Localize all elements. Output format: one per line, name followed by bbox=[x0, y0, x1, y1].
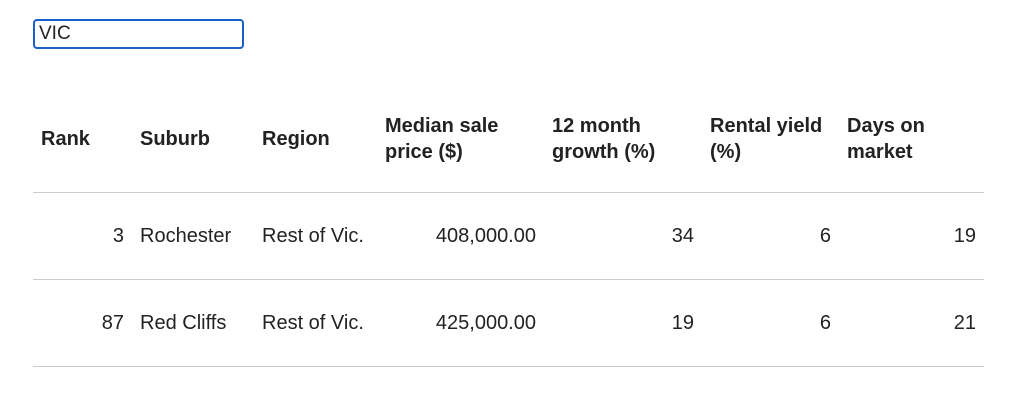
table-cell: 408,000.00 bbox=[377, 192, 544, 280]
column-header: Rank bbox=[33, 85, 132, 193]
table-cell: 6 bbox=[702, 279, 839, 367]
table-cell: 425,000.00 bbox=[377, 279, 544, 367]
table-cell: 87 bbox=[33, 279, 132, 367]
column-header: 12 month growth (%) bbox=[544, 85, 702, 193]
table-cell: 3 bbox=[33, 192, 132, 280]
table-cell: Rest of Vic. bbox=[254, 192, 377, 280]
header-row: Rank Suburb Region Median sale price ($) 12 … bbox=[33, 85, 984, 193]
column-header: Median sale price ($) bbox=[377, 85, 544, 193]
table-cell: 34 bbox=[544, 192, 702, 280]
table-body: 3 Rochester Rest of Vic. 408,000.00 34 6 19 87 R… bbox=[33, 192, 984, 367]
table-row: 3 Rochester Rest of Vic. 408,000.00 34 6 19 bbox=[33, 192, 984, 280]
table-cell: 21 bbox=[839, 279, 984, 367]
table-cell: 19 bbox=[544, 279, 702, 367]
column-header: Region bbox=[254, 85, 377, 193]
table-row: 87 Red Cliffs Rest of Vic. 425,000.00 19 6 21 bbox=[33, 279, 984, 367]
column-header: Suburb bbox=[132, 85, 254, 193]
table-cell: 6 bbox=[702, 192, 839, 280]
column-header: Rental yield (%) bbox=[702, 85, 839, 193]
column-header: Days on market bbox=[839, 85, 984, 193]
results-table: Rank Suburb Region Median sale price ($) 12 … bbox=[33, 85, 984, 367]
table-cell: Red Cliffs bbox=[132, 279, 254, 367]
table-cell: 19 bbox=[839, 192, 984, 280]
table-cell: Rest of Vic. bbox=[254, 279, 377, 367]
search-input[interactable]: VIC bbox=[33, 19, 244, 49]
table-cell: Rochester bbox=[132, 192, 254, 280]
